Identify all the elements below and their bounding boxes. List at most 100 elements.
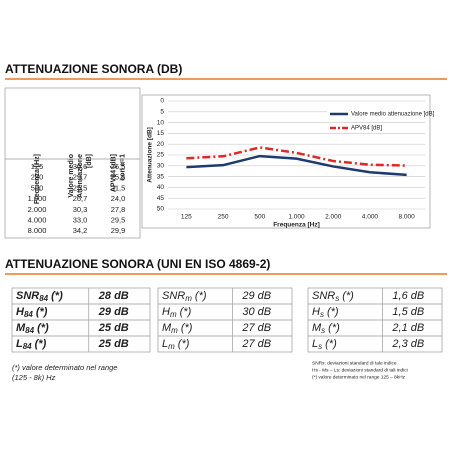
label-name: L — [312, 338, 318, 350]
label-sub: m — [168, 342, 175, 351]
label-note: (*) — [327, 306, 339, 318]
table-cell: 25,6 — [111, 173, 126, 182]
footnote: (*) valore determinato nel range — [12, 363, 117, 372]
row-value: 25 dB — [98, 322, 129, 334]
table-cell: 33,0 — [73, 215, 88, 224]
label-sub: s — [318, 342, 322, 351]
row-label: SNRs (*) — [312, 290, 354, 303]
row-label: SNR84 (*) — [16, 290, 63, 303]
label-note: (*) — [328, 322, 340, 334]
label-name: L — [162, 338, 168, 350]
row-label: Hm (*) — [162, 306, 192, 319]
x-tick-label: 500 — [254, 214, 265, 221]
label-note: (*) — [325, 338, 337, 350]
label-note: (*) — [51, 290, 63, 302]
x-axis-label: Frequenza [Hz] — [273, 222, 320, 229]
table-cell: 25,5 — [73, 183, 88, 192]
footnote: Hs - Ms – Ls: deviazioni standard di tal… — [312, 367, 408, 373]
x-tick-label: 1.000 — [288, 214, 305, 221]
table-cell: 1.000 — [28, 194, 47, 203]
row-label: Lm (*) — [162, 338, 190, 351]
label-name: H — [162, 306, 170, 318]
label-sub: s — [321, 326, 325, 335]
label-note: (*) — [178, 338, 190, 350]
legend-label: Valore medio attenuazione [dB] — [351, 112, 435, 118]
footnote: (125 - 8k) Hz — [12, 373, 56, 382]
chart-border — [141, 94, 431, 229]
label-sub: s — [335, 294, 339, 303]
row-label: Hs (*) — [312, 306, 339, 319]
table-cell: 29,7 — [73, 173, 88, 182]
footnote: SNRs: deviazioni standard di tale indice — [312, 360, 397, 366]
column-header: Valore medio — [68, 154, 75, 198]
table-cell: 24,0 — [111, 194, 126, 203]
legend-bg — [327, 109, 423, 119]
y-tick-label: 35 — [157, 173, 165, 180]
table-cell: 500 — [31, 183, 44, 192]
y-tick-label: 50 — [157, 206, 165, 213]
row-value: 1,6 dB — [392, 290, 424, 302]
label-name: M — [162, 322, 172, 334]
table-cell: 250 — [31, 173, 44, 182]
x-tick-label: 125 — [181, 214, 192, 221]
table-cell: 21,5 — [111, 183, 126, 192]
y-tick-label: 30 — [157, 163, 165, 170]
column-header: [dB] — [86, 154, 93, 168]
label-name: H — [16, 306, 25, 318]
label-note: (*) — [35, 338, 47, 350]
y-tick-label: 15 — [157, 130, 165, 137]
row-label: Ms (*) — [312, 322, 340, 335]
series-line — [186, 146, 407, 167]
legend-bg — [327, 123, 423, 133]
label-name: M — [312, 322, 322, 334]
row-value: 29 dB — [98, 306, 129, 318]
column-header: Frequenza [Hz] — [34, 154, 41, 204]
footnote: (*) valore determinato nel range 125 – 8… — [312, 374, 406, 380]
table-cell: 26,7 — [73, 194, 88, 203]
table-cell: 29,9 — [111, 226, 126, 235]
label-note: (*) — [195, 290, 207, 302]
table-cell: 4.000 — [28, 215, 47, 224]
label-name: H — [312, 306, 320, 318]
y-tick-label: 20 — [157, 141, 165, 148]
table-cell: 8.000 — [28, 226, 47, 235]
row-value: 28 dB — [98, 290, 129, 302]
series-line — [186, 154, 407, 177]
table-cell: 2.000 — [28, 205, 47, 214]
table-cell: 125 — [31, 162, 44, 171]
row-value: 27 dB — [241, 322, 271, 334]
legend-label: APV84 [dB] — [351, 126, 382, 132]
column-header: con α=1 — [119, 154, 126, 181]
label-note: (*) — [342, 290, 354, 302]
y-tick-label: 10 — [157, 119, 165, 126]
label-sub: 84 — [25, 326, 34, 335]
label-name: SNR — [312, 290, 335, 302]
label-sub: 84 — [24, 310, 33, 319]
label-sub: m — [170, 310, 177, 319]
label-name: SNR — [16, 290, 39, 302]
row-value: 27 dB — [241, 338, 271, 350]
y-tick-label: 40 — [157, 184, 165, 191]
label-note: (*) — [180, 306, 192, 318]
label-sub: 84 — [39, 294, 48, 303]
table-cell: 30,3 — [73, 205, 88, 214]
section-title: ATTENUAZIONE SONORA (UNI EN ISO 4869-2) — [5, 257, 270, 271]
y-tick-label: 25 — [157, 152, 165, 159]
table-border — [4, 87, 141, 239]
row-label: Ls (*) — [312, 338, 337, 351]
row-value: 30 dB — [242, 306, 271, 318]
row-value: 25 dB — [98, 338, 129, 350]
label-name: M — [16, 322, 26, 334]
row-value: 2,3 dB — [391, 338, 424, 350]
table-cell: 30,6 — [73, 162, 88, 171]
row-value: 2,1 dB — [391, 322, 424, 334]
table-cell: 27,8 — [111, 205, 126, 214]
row-label: M84 (*) — [16, 322, 49, 335]
label-name: L — [16, 338, 23, 350]
label-sub: s — [320, 310, 324, 319]
label-name: SNR — [162, 290, 185, 302]
column-header: APV84 [dB] — [110, 154, 117, 192]
x-tick-label: 2.000 — [325, 214, 342, 221]
row-value: 29 dB — [241, 290, 271, 302]
